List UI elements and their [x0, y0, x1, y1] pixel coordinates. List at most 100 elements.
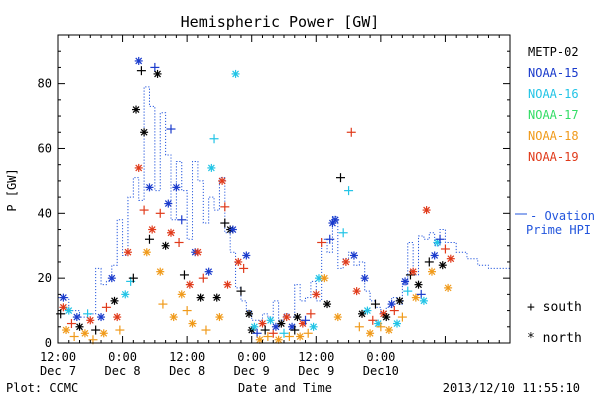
point-stroke [444, 284, 452, 292]
point-stroke [59, 294, 67, 302]
data-point-south [155, 208, 165, 218]
x-tick-label-date: Dec 7 [40, 364, 76, 378]
data-point-south [101, 302, 111, 312]
data-point-north [414, 280, 423, 289]
data-point-north [438, 261, 447, 270]
point-stroke [299, 320, 307, 327]
data-point-north [331, 215, 340, 224]
point-stroke [393, 320, 401, 327]
point-stroke [132, 106, 140, 113]
data-point-south [91, 325, 101, 335]
data-point-north [401, 277, 410, 286]
data-point-south [260, 325, 270, 335]
data-point-south [306, 309, 316, 319]
point-stroke [283, 313, 291, 321]
data-point-north [172, 183, 181, 192]
data-point-north [80, 329, 89, 338]
point-stroke [296, 333, 304, 340]
data-point-south [344, 186, 354, 196]
point-stroke [213, 294, 221, 302]
legend-entry: METP-02 [528, 45, 579, 59]
data-point-north [349, 251, 358, 260]
data-point-north [204, 267, 213, 276]
data-point-north [64, 306, 73, 315]
point-stroke [59, 303, 67, 311]
x-tick-label-time: 0:00 [237, 350, 266, 364]
data-point-south [144, 234, 154, 244]
data-point-south [440, 244, 450, 254]
data-point-north [258, 319, 267, 328]
point-stroke [315, 274, 323, 282]
data-point-north [360, 274, 369, 283]
data-point-north [352, 287, 361, 296]
data-point-south [284, 332, 294, 342]
x-tick-label-date: Dec 8 [105, 364, 141, 378]
data-point-north [255, 335, 264, 344]
data-point-north [363, 306, 372, 315]
point-stroke [108, 274, 116, 282]
point-stroke [97, 313, 105, 321]
data-point-south [136, 66, 146, 76]
y-tick-label: 0 [45, 336, 52, 350]
data-point-north [296, 332, 305, 341]
data-point-south [325, 234, 335, 244]
data-point-north [411, 293, 420, 302]
y-tick-label: 80 [38, 77, 52, 91]
data-point-north [215, 313, 224, 322]
point-stroke [121, 290, 129, 298]
point-stroke [76, 323, 83, 331]
point-stroke [135, 164, 143, 172]
point-stroke [154, 70, 161, 78]
point-stroke [62, 326, 70, 334]
data-point-south [389, 306, 399, 316]
data-point-north [99, 329, 108, 338]
x-tick-label-date: Dec 9 [298, 364, 334, 378]
data-point-north [320, 274, 329, 283]
point-stroke [205, 268, 213, 276]
data-point-south [303, 328, 313, 338]
data-point-north [207, 163, 216, 172]
point-stroke [218, 177, 226, 185]
point-stroke [366, 329, 374, 337]
x-tick-label-time: 12:00 [169, 350, 205, 364]
ovation-step-line [58, 86, 510, 321]
point-stroke [409, 268, 417, 276]
data-point-north [250, 322, 259, 331]
data-point-north [140, 128, 149, 137]
point-stroke [207, 164, 215, 172]
x-tick-label-time: 12:00 [298, 350, 334, 364]
data-point-north [72, 313, 81, 322]
point-stroke [234, 258, 242, 266]
data-point-south [252, 328, 262, 338]
data-point-north [185, 280, 194, 289]
point-stroke [420, 297, 428, 305]
data-point-north [134, 163, 143, 172]
data-point-south [182, 306, 192, 316]
point-stroke [272, 323, 280, 331]
data-point-north [113, 313, 122, 322]
data-point-south [368, 315, 378, 325]
point-stroke [216, 313, 223, 321]
point-stroke [277, 320, 285, 327]
point-stroke [140, 128, 148, 136]
point-stroke [178, 290, 186, 298]
data-point-north [333, 313, 342, 322]
data-point-north [242, 251, 251, 260]
ovation-label-line1: - Ovation [530, 209, 595, 223]
ovation-label-line2: Prime HPI [526, 223, 591, 237]
legend-entry: NOAA-15 [528, 66, 579, 80]
data-point-south [115, 325, 125, 335]
footer-timestamp: 2013/12/10 11:55:10 [443, 381, 580, 395]
data-point-south [397, 312, 407, 322]
data-point-south [435, 234, 445, 244]
data-point-south [338, 228, 348, 238]
data-point-south [166, 124, 176, 134]
data-point-north [161, 241, 170, 250]
legend-symbol-south: + south [527, 300, 582, 315]
data-point-north [153, 69, 162, 78]
data-point-south [174, 237, 184, 247]
data-point-south [346, 127, 356, 137]
data-points [56, 56, 455, 345]
legend-entry: NOAA-16 [528, 87, 579, 101]
